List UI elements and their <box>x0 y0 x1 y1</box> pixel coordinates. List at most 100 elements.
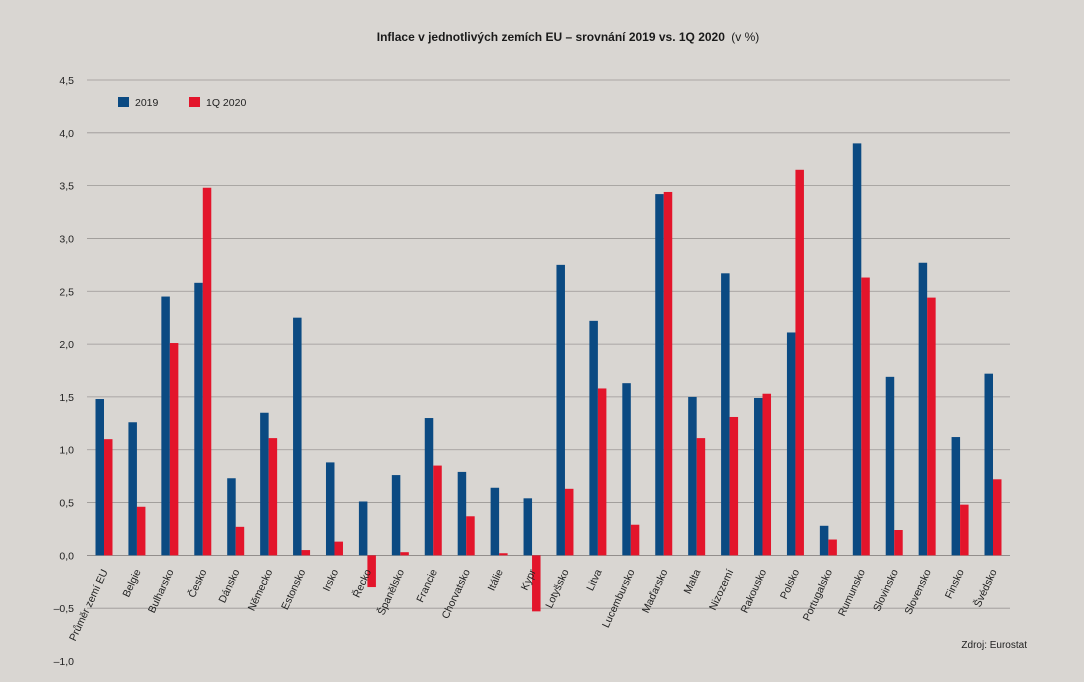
x-category-label: Itálie <box>486 567 506 592</box>
legend-label-1q-2020: 1Q 2020 <box>206 97 246 109</box>
bar-2019 <box>523 498 533 556</box>
x-category-label: Lotyšsko <box>543 567 571 610</box>
bar-1q-2020 <box>762 393 772 556</box>
bar-1q-2020 <box>828 539 837 556</box>
bar-1q-2020 <box>136 506 146 556</box>
x-category-label: Estonsko <box>279 567 308 611</box>
bar-2019 <box>161 296 170 556</box>
bars <box>95 143 1002 612</box>
bar-2019 <box>358 501 368 556</box>
bar-1q-2020 <box>433 465 442 556</box>
bar-1q-2020 <box>367 555 376 588</box>
bar-2019 <box>918 262 928 556</box>
x-category-label: Chorvatsko <box>440 567 473 620</box>
bar-2019 <box>95 399 104 556</box>
bar-1q-2020 <box>630 524 640 556</box>
bar-2019 <box>819 525 829 556</box>
chart-title-text: Inflace v jednotlivých zemích EU – srovn… <box>377 30 725 44</box>
y-tick-label: 4,5 <box>59 75 74 87</box>
bar-1q-2020 <box>169 343 179 556</box>
x-category-label: Rumunsko <box>836 567 868 618</box>
bar-2019 <box>293 317 302 556</box>
bar-1q-2020 <box>400 552 409 556</box>
bar-2019 <box>194 282 203 556</box>
bar-1q-2020 <box>696 438 706 556</box>
y-tick-label: 1,0 <box>59 445 74 457</box>
x-category-label: Švédsko <box>971 567 1000 609</box>
x-category-label: Malta <box>682 567 704 595</box>
x-category-label: Lucembursko <box>600 567 638 629</box>
x-category-label: Česko <box>185 567 209 600</box>
y-tick-label: 0,0 <box>59 550 74 562</box>
bar-2019 <box>589 320 598 556</box>
bar-1q-2020 <box>564 488 574 556</box>
bar-2019 <box>786 332 796 556</box>
bar-1q-2020 <box>301 550 311 556</box>
svg-text:Inflace v jednotlivých zemích: Inflace v jednotlivých zemích EU – srovn… <box>377 30 760 44</box>
y-tick-label: 2,0 <box>59 339 74 351</box>
bar-2019 <box>490 487 500 556</box>
bar-1q-2020 <box>334 541 343 556</box>
bar-1q-2020 <box>927 297 936 556</box>
x-category-label: Nizozemí <box>707 567 736 612</box>
bar-2019 <box>227 478 236 556</box>
x-category-label: Španělsko <box>375 567 408 617</box>
bar-2019 <box>655 194 664 556</box>
legend-label-2019: 2019 <box>135 97 159 109</box>
bar-1q-2020 <box>894 530 903 556</box>
bar-1q-2020 <box>466 516 475 556</box>
bar-1q-2020 <box>104 439 113 556</box>
x-category-label: Slovinsko <box>871 567 901 613</box>
source-note: Zdroj: Eurostat <box>961 640 1027 651</box>
chart-title: Inflace v jednotlivých zemích EU – srovn… <box>377 30 760 44</box>
y-tick-label: 1,5 <box>59 392 74 404</box>
bar-2019 <box>622 383 631 556</box>
y-tick-label: –1,0 <box>54 656 75 668</box>
bar-2019 <box>984 373 993 556</box>
bar-2019 <box>754 397 763 556</box>
x-category-label: Polsko <box>778 567 802 601</box>
bar-1q-2020 <box>532 555 541 612</box>
bar-2019 <box>325 462 335 556</box>
y-tick-label: 3,0 <box>59 233 74 245</box>
x-category-label: Portugalsko <box>801 567 835 622</box>
bar-1q-2020 <box>993 479 1002 556</box>
y-tick-label: 3,5 <box>59 181 74 193</box>
bar-1q-2020 <box>268 438 278 556</box>
bar-1q-2020 <box>235 526 245 556</box>
bar-1q-2020 <box>960 504 969 556</box>
bar-2019 <box>885 376 895 556</box>
legend-swatch-1q-2020 <box>189 97 200 107</box>
bar-1q-2020 <box>861 277 870 556</box>
legend-swatch-2019 <box>118 97 129 107</box>
x-category-label: Francie <box>414 567 440 604</box>
y-tick-label: 4,0 <box>59 128 74 140</box>
bar-2019 <box>457 471 467 556</box>
bar-1q-2020 <box>795 169 804 556</box>
bar-2019 <box>721 273 730 556</box>
gridlines <box>87 79 1010 609</box>
y-axis: 4,5 4,0 3,5 3,0 2,5 2,0 1,5 1,0 0,5 0,0 –0,5 –1,0 <box>54 75 75 668</box>
bar-2019 <box>688 396 697 556</box>
y-tick-label: –0,5 <box>54 603 75 615</box>
x-category-label: Německo <box>246 567 276 612</box>
bar-2019 <box>852 143 862 556</box>
y-tick-label: 2,5 <box>59 286 74 298</box>
bar-1q-2020 <box>729 416 739 556</box>
bar-2019 <box>128 422 137 556</box>
x-category-label: Dánsko <box>216 567 242 604</box>
bar-2019 <box>556 264 565 556</box>
bar-1q-2020 <box>499 553 508 556</box>
x-category-label: Irsko <box>321 567 342 593</box>
x-category-label: Litva <box>584 567 604 592</box>
bar-1q-2020 <box>202 187 212 556</box>
x-category-label: Belgie <box>120 567 143 599</box>
x-category-label: Slovensko <box>903 567 934 616</box>
legend: 2019 1Q 2020 <box>118 97 246 109</box>
bar-2019 <box>391 475 401 556</box>
bar-1q-2020 <box>663 191 673 556</box>
bar-2019 <box>260 412 269 556</box>
y-tick-label: 0,5 <box>59 498 74 510</box>
bar-1q-2020 <box>597 388 607 556</box>
